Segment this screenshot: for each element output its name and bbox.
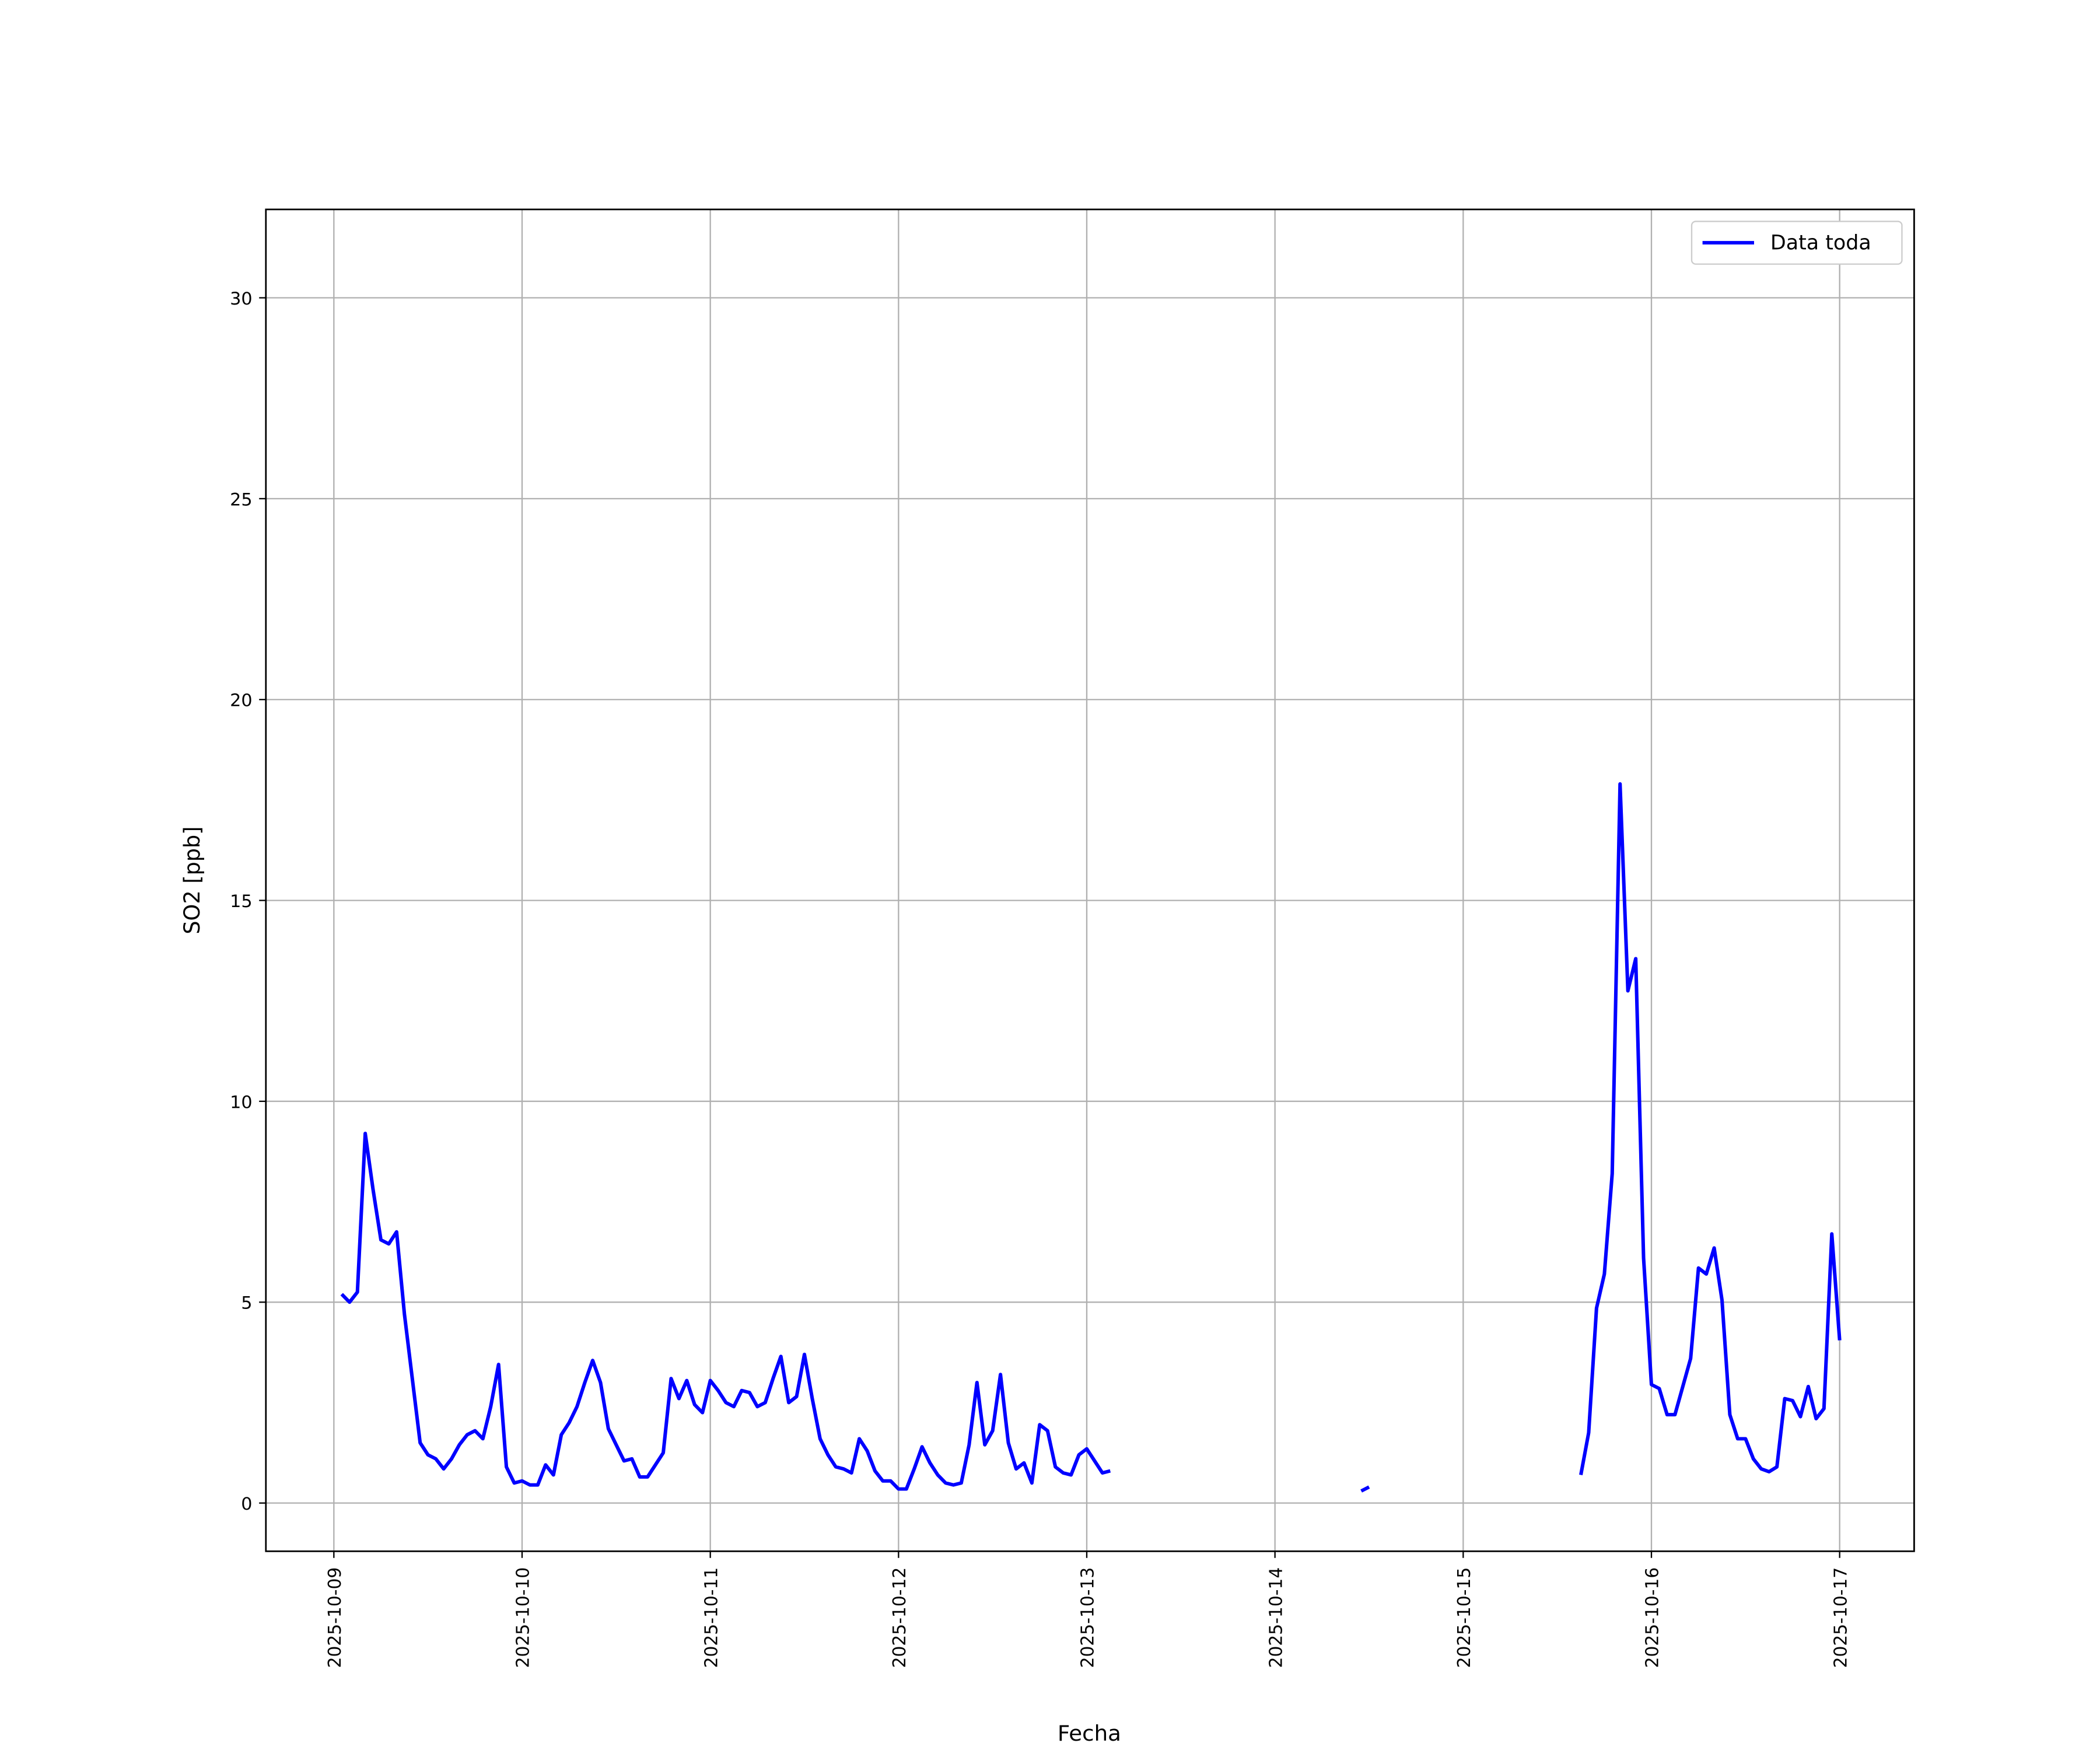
x-tick-label: 2025-10-10	[513, 1567, 533, 1668]
data-line	[340, 782, 1842, 1493]
x-tick-label: 2025-10-09	[325, 1567, 345, 1668]
x-tick-label: 2025-10-11	[701, 1567, 722, 1668]
legend-box	[1690, 220, 1903, 265]
y-tick-label: 5	[241, 1293, 252, 1314]
x-tick-label: 2025-10-17	[1831, 1567, 1851, 1668]
x-tick-label: 2025-10-16	[1642, 1567, 1662, 1668]
y-axis-label: SO2 [ppb]	[180, 827, 205, 935]
legend-label: Data toda	[1770, 232, 1871, 255]
y-tick-label: 30	[230, 289, 252, 309]
x-tick-label: 2025-10-13	[1077, 1567, 1098, 1668]
y-tick-label: 20	[230, 691, 252, 711]
plot-frame	[265, 208, 1915, 1552]
y-tick-label: 0	[241, 1494, 252, 1514]
y-tick-label: 25	[230, 490, 252, 510]
x-tick-label: 2025-10-12	[890, 1567, 910, 1668]
x-tick-label: 2025-10-14	[1266, 1567, 1286, 1668]
x-tick-label: 2025-10-15	[1454, 1567, 1475, 1668]
x-axis-label: Fecha	[1058, 1721, 1121, 1746]
y-tick-label: 10	[230, 1093, 252, 1113]
y-tick-label: 15	[230, 891, 252, 912]
